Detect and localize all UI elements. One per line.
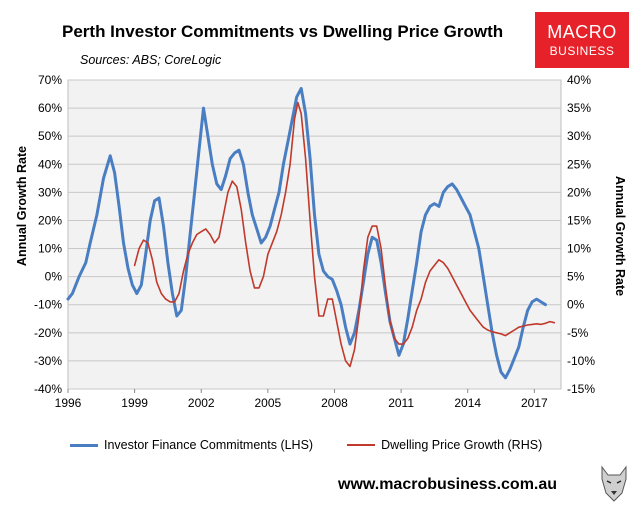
y-tick-label-left: -40% xyxy=(34,382,62,396)
y-tick-label-left: -20% xyxy=(34,326,62,340)
y-tick-label-left: 0% xyxy=(45,270,63,284)
x-tick-label: 1999 xyxy=(121,396,148,410)
y-tick-label-left: 40% xyxy=(38,157,62,171)
legend-swatch-investor xyxy=(70,443,98,447)
y-tick-label-right: 35% xyxy=(567,101,591,115)
y-tick-label-left: 50% xyxy=(38,129,62,143)
y-tick-label-right: -10% xyxy=(567,354,595,368)
chart-title: Perth Investor Commitments vs Dwelling P… xyxy=(62,22,504,41)
legend-label-investor: Investor Finance Commitments (LHS) xyxy=(104,438,314,452)
y-tick-label-left: 10% xyxy=(38,242,62,256)
macro-business-logo: MACRO BUSINESS xyxy=(535,12,629,68)
x-tick-label: 2002 xyxy=(188,396,215,410)
y-tick-label-left: 60% xyxy=(38,101,62,115)
legend: Investor Finance Commitments (LHS) Dwell… xyxy=(70,438,542,452)
y-tick-label-right: -15% xyxy=(567,382,595,396)
y-tick-label-left: -30% xyxy=(34,354,62,368)
x-tick-label: 2008 xyxy=(321,396,348,410)
y-tick-label-left: 70% xyxy=(38,73,62,87)
plot-area xyxy=(67,79,562,390)
y-tick-label-left: 30% xyxy=(38,185,62,199)
legend-item-dwelling: Dwelling Price Growth (RHS) xyxy=(347,438,542,452)
y-tick-label-right: 30% xyxy=(567,129,591,143)
x-tick-label: 2011 xyxy=(388,396,414,410)
y-tick-label-right: 10% xyxy=(567,242,591,256)
y-tick-label-left: 20% xyxy=(38,213,62,227)
y-tick-label-left: -10% xyxy=(34,298,62,312)
legend-label-dwelling: Dwelling Price Growth (RHS) xyxy=(381,438,543,452)
y-tick-label-right: 15% xyxy=(567,213,591,227)
logo-line2: BUSINESS xyxy=(549,44,615,58)
y-tick-label-right: 25% xyxy=(567,157,591,171)
x-tick-label: 2005 xyxy=(255,396,282,410)
footer-url: www.macrobusiness.com.au xyxy=(338,476,558,493)
sources-note: Sources: ABS; CoreLogic xyxy=(80,53,222,67)
x-tick-label: 1996 xyxy=(55,396,82,410)
y-tick-label-right: 40% xyxy=(567,73,591,87)
y-tick-label-right: -5% xyxy=(567,326,589,340)
series-line-investor xyxy=(66,86,547,380)
legend-item-investor: Investor Finance Commitments (LHS) xyxy=(70,438,313,452)
logo-line1: MACRO xyxy=(547,22,617,42)
wolf-logo-icon xyxy=(596,463,632,503)
series-line-dwelling xyxy=(133,101,556,368)
y-tick-label-right: 0% xyxy=(567,298,585,312)
y-tick-label-right: 5% xyxy=(567,270,585,284)
y-tick-label-right: 20% xyxy=(567,185,591,199)
x-tick-label: 2017 xyxy=(521,396,548,410)
legend-swatch-dwelling xyxy=(347,444,376,446)
x-tick-label: 2014 xyxy=(454,396,481,410)
